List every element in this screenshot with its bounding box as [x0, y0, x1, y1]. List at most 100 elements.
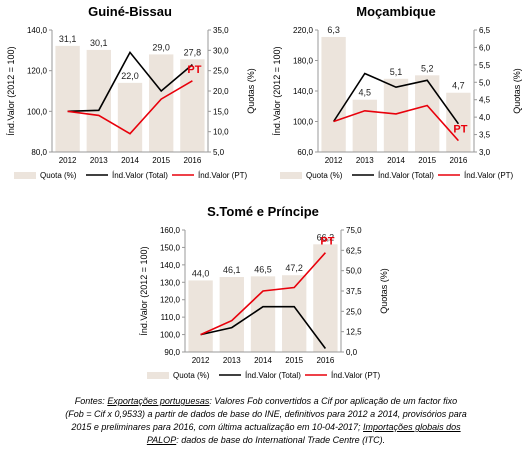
right-tick-label: 6,0: [479, 43, 491, 52]
series-line-total: [200, 305, 327, 349]
left-tick-label: 180,0: [293, 57, 314, 66]
right-tick-label: 20,0: [213, 87, 229, 96]
bar-quota-2013: [219, 277, 244, 352]
chart-mocambique: Moçambique 6,3 4,5 5,1 5,2 4,7 60,0 100,0 140,0 1…: [272, 4, 522, 180]
y2-axis-label: Quotas (%): [379, 268, 389, 314]
source-link-palop[interactable]: PALOP: [146, 435, 177, 445]
right-tick-label: 37,5: [346, 287, 362, 296]
left-tick-label: 140,0: [160, 261, 181, 270]
x-tick-label: 2014: [121, 156, 139, 165]
series-line-total: [332, 72, 460, 125]
right-tick-label: 30,0: [213, 46, 229, 55]
bar-label-2016: 27,8: [184, 47, 202, 57]
y-axis-label: Índ.Valor (2012 = 100): [6, 46, 16, 135]
right-tick-label: 35,0: [213, 26, 229, 35]
legend-label-pt: Índ.Valor (PT): [331, 371, 381, 380]
right-tick-label: 10,0: [213, 128, 229, 137]
x-tick-label: 2015: [418, 156, 436, 165]
series-line-pt: [200, 252, 326, 336]
source-text-4: : dados de base do International Trade C…: [176, 435, 386, 445]
bar-quota-2013: [352, 99, 377, 152]
left-tick-label: 130,0: [160, 278, 181, 287]
bar-label-2012: 6,3: [327, 25, 340, 35]
legend-label-pt: Índ.Valor (PT): [198, 171, 248, 180]
legend-label-quota: Quota (%): [40, 171, 77, 180]
x-tick-label: 2014: [254, 356, 272, 365]
left-tick-label: 220,0: [293, 26, 314, 35]
bar-quota-2014: [383, 78, 409, 152]
bar-label-2016: 66,2: [317, 232, 335, 242]
series-line-total: [67, 50, 193, 113]
legend-label-total: Índ.Valor (Total): [112, 171, 168, 180]
left-tick-label: 120,0: [27, 67, 48, 76]
bar-label-2012: 31,1: [59, 34, 77, 44]
bar-quota-2012: [321, 36, 346, 152]
y-axis-label: Índ.Valor (2012 = 100): [139, 246, 149, 335]
left-tick-label: 80,0: [31, 148, 47, 157]
bar-label-2013: 4,5: [359, 88, 372, 98]
left-tick-label: 100,0: [160, 331, 181, 340]
left-tick-label: 90,0: [164, 348, 180, 357]
source-text-3: 2015 e preliminares para 2016, com últim…: [71, 422, 364, 432]
bar-label-2014: 5,1: [390, 67, 403, 77]
x-tick-label: 2016: [450, 156, 468, 165]
bar-quota-2012: [188, 280, 213, 352]
source-fontes-label: Fontes:: [74, 396, 108, 406]
source-link-importacoes[interactable]: Importações globais dos: [363, 422, 461, 432]
bar-label-2014: 46,5: [254, 264, 272, 274]
left-tick-label: 140,0: [293, 87, 314, 96]
left-tick-label: 160,0: [160, 226, 181, 235]
right-tick-label: 4,5: [479, 96, 491, 105]
bar-quota-2013: [86, 49, 111, 152]
source-text-2: (Fob = Cif x 0,9533) a partir de dados d…: [65, 409, 467, 419]
bar-label-2012: 44,0: [192, 268, 210, 278]
bar-quota-2014: [250, 276, 276, 352]
source-link-exportacoes[interactable]: Exportações portuguesas: [107, 396, 210, 406]
right-tick-label: 12,5: [346, 328, 362, 337]
x-tick-label: 2013: [356, 156, 374, 165]
x-tick-label: 2015: [152, 156, 170, 165]
chart-sao-tome-principe: S.Tomé e Príncipe 44,0 46,1 46,5 47,2 66,2 90,…: [139, 204, 389, 380]
x-tick-label: 2012: [325, 156, 343, 165]
pt-tag-label: PT: [187, 64, 201, 76]
series-line-pt: [333, 104, 459, 142]
x-tick-label: 2012: [59, 156, 77, 165]
legend-swatch-quota: [147, 372, 169, 379]
right-tick-label: 75,0: [346, 226, 362, 235]
right-tick-label: 25,0: [346, 307, 362, 316]
right-tick-label: 4,0: [479, 113, 491, 122]
bar-quota-2015: [415, 75, 440, 152]
left-tick-label: 100,0: [293, 118, 314, 127]
right-tick-label: 0,0: [346, 348, 358, 357]
pt-tag-label: PT: [320, 236, 334, 248]
chart-title: S.Tomé e Príncipe: [207, 204, 319, 219]
right-tick-label: 15,0: [213, 107, 229, 116]
bar-label-2016: 4,7: [452, 81, 465, 91]
bar-quota-2014: [117, 82, 143, 152]
bar-quota-2012: [55, 45, 80, 152]
chart-guine-bissau: Guiné-Bissau 31,1 30,1 22,0 29,0 27,8 80,0 100,…: [6, 4, 256, 180]
legend-label-total: Índ.Valor (Total): [245, 371, 301, 380]
legend-swatch-quota: [14, 172, 36, 179]
left-tick-label: 150,0: [160, 243, 181, 252]
right-tick-label: 5,0: [479, 78, 491, 87]
bar-label-2015: 47,2: [285, 263, 303, 273]
legend-label-total: Índ.Valor (Total): [378, 171, 434, 180]
y2-axis-label: Quotas (%): [512, 68, 522, 114]
x-tick-label: 2013: [90, 156, 108, 165]
right-tick-label: 5,5: [479, 61, 491, 70]
x-tick-label: 2016: [317, 356, 335, 365]
left-tick-label: 100,0: [27, 107, 48, 116]
right-tick-label: 25,0: [213, 67, 229, 76]
y2-axis-label: Quotas (%): [246, 68, 256, 114]
x-tick-label: 2016: [184, 156, 202, 165]
x-tick-label: 2015: [285, 356, 303, 365]
right-tick-label: 3,5: [479, 131, 491, 140]
source-text-1: : Valores Fob convertidos a Cif por apli…: [209, 396, 458, 406]
bar-label-2013: 46,1: [223, 265, 241, 275]
bar-quota-2016: [180, 59, 205, 152]
bar-label-2013: 30,1: [90, 38, 108, 48]
right-tick-label: 5,0: [213, 148, 225, 157]
bar-label-2015: 29,0: [152, 42, 170, 52]
legend-swatch-quota: [280, 172, 302, 179]
